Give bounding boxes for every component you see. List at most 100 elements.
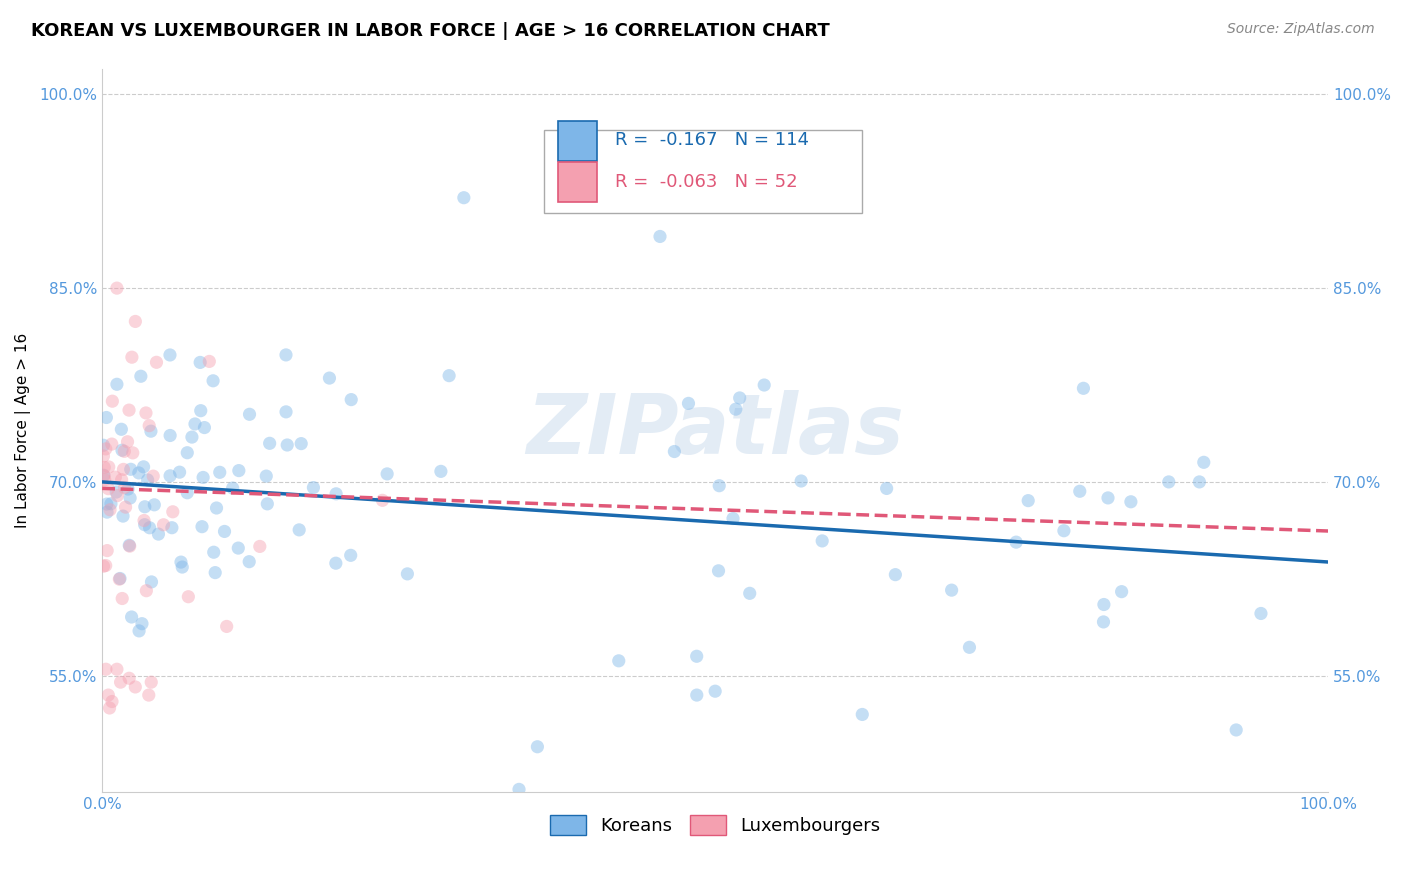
- Point: [214, 524, 236, 539]
- Point: [142, 469, 165, 483]
- Point: [118, 671, 141, 685]
- Point: [437, 368, 460, 383]
- Point: [941, 583, 963, 598]
- Point: [101, 394, 124, 409]
- Point: [1097, 491, 1119, 505]
- Point: [172, 560, 194, 574]
- Point: [129, 369, 152, 384]
- Point: [1225, 723, 1247, 737]
- Point: [124, 314, 146, 328]
- Point: [176, 485, 198, 500]
- Point: [790, 474, 813, 488]
- Point: [256, 497, 278, 511]
- Text: R =  -0.167   N = 114: R = -0.167 N = 114: [614, 131, 808, 149]
- Point: [254, 469, 277, 483]
- Point: [162, 505, 184, 519]
- Point: [371, 493, 394, 508]
- Point: [274, 348, 297, 362]
- Point: [110, 675, 132, 690]
- Point: [118, 538, 141, 552]
- Point: [215, 619, 238, 633]
- Point: [1017, 493, 1039, 508]
- Point: [159, 468, 181, 483]
- Point: [136, 473, 159, 487]
- Point: [145, 355, 167, 369]
- Point: [274, 405, 297, 419]
- Point: [131, 616, 153, 631]
- Point: [226, 541, 249, 555]
- Text: Source: ZipAtlas.com: Source: ZipAtlas.com: [1227, 22, 1375, 37]
- Point: [1111, 584, 1133, 599]
- Point: [1073, 381, 1095, 395]
- Point: [96, 543, 118, 558]
- Point: [105, 281, 128, 295]
- Point: [120, 462, 142, 476]
- Point: [228, 464, 250, 478]
- Point: [138, 521, 160, 535]
- Y-axis label: In Labor Force | Age > 16: In Labor Force | Age > 16: [15, 333, 31, 528]
- Point: [664, 444, 686, 458]
- Point: [135, 406, 157, 420]
- Point: [93, 559, 115, 574]
- Text: ZIPatlas: ZIPatlas: [526, 390, 904, 471]
- Point: [132, 514, 155, 528]
- Point: [159, 428, 181, 442]
- Point: [98, 502, 121, 516]
- Point: [325, 487, 347, 501]
- Point: [117, 482, 139, 496]
- Point: [721, 511, 744, 525]
- Point: [114, 500, 136, 515]
- Point: [208, 466, 231, 480]
- Point: [93, 438, 115, 452]
- Point: [97, 688, 120, 702]
- Point: [276, 438, 298, 452]
- Point: [139, 424, 162, 438]
- Point: [94, 442, 117, 456]
- Point: [141, 574, 163, 589]
- Point: [148, 527, 170, 541]
- Point: [105, 377, 128, 392]
- Point: [177, 590, 200, 604]
- Text: R =  -0.063   N = 52: R = -0.063 N = 52: [614, 173, 797, 191]
- Point: [111, 591, 134, 606]
- Point: [97, 459, 120, 474]
- Point: [202, 545, 225, 559]
- Point: [1192, 455, 1215, 469]
- Point: [94, 558, 117, 573]
- Point: [704, 684, 727, 698]
- Point: [526, 739, 548, 754]
- Point: [724, 402, 747, 417]
- Point: [124, 680, 146, 694]
- Point: [686, 649, 709, 664]
- Point: [738, 586, 761, 600]
- Point: [112, 444, 135, 458]
- Point: [105, 662, 128, 676]
- Point: [1119, 495, 1142, 509]
- Point: [100, 497, 122, 511]
- Point: [121, 350, 143, 364]
- Point: [191, 470, 214, 484]
- Point: [1157, 475, 1180, 489]
- Point: [134, 517, 156, 532]
- Point: [1092, 598, 1115, 612]
- Point: [1069, 484, 1091, 499]
- Point: [191, 519, 214, 533]
- Point: [169, 465, 191, 479]
- FancyBboxPatch shape: [544, 130, 862, 213]
- Point: [202, 374, 225, 388]
- Point: [93, 460, 115, 475]
- Point: [98, 701, 121, 715]
- Point: [325, 556, 347, 570]
- Point: [104, 470, 127, 484]
- Point: [112, 509, 135, 524]
- Point: [141, 675, 163, 690]
- Point: [728, 391, 751, 405]
- Point: [396, 566, 419, 581]
- Point: [198, 354, 221, 368]
- Point: [709, 479, 731, 493]
- Point: [108, 572, 131, 586]
- Point: [93, 449, 115, 463]
- Point: [138, 688, 160, 702]
- Point: [96, 497, 118, 511]
- Point: [1250, 607, 1272, 621]
